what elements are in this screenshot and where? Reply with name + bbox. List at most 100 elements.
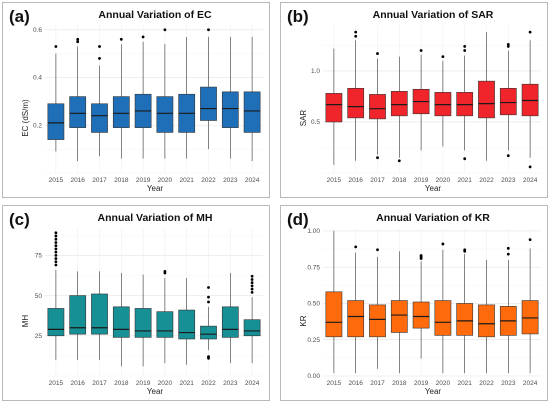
- outlier-point: [463, 45, 467, 48]
- outlier-point: [54, 257, 58, 260]
- outlier-point: [54, 253, 58, 257]
- outlier-point: [54, 241, 58, 244]
- box: [521, 300, 539, 335]
- box: [347, 87, 365, 119]
- panel-letter: (c): [9, 210, 30, 229]
- box: [69, 295, 87, 335]
- x-tick-label: 2024: [245, 380, 260, 387]
- x-tick-label: 2021: [457, 380, 472, 387]
- outlier-point: [354, 30, 358, 34]
- box: [112, 306, 130, 338]
- chart-title: Annual Variation of SAR: [373, 9, 494, 21]
- y-tick-label: 50: [35, 293, 43, 300]
- box: [47, 103, 65, 140]
- box: [47, 308, 65, 337]
- outlier-point: [354, 34, 358, 38]
- x-tick-label: 2022: [201, 380, 216, 387]
- y-tick-label: 0.75: [307, 264, 320, 271]
- outlier-point: [250, 284, 254, 288]
- box: [325, 291, 343, 338]
- x-tick-label: 2023: [223, 380, 238, 387]
- x-tick-label: 2018: [392, 177, 407, 184]
- x-tick-label: 2021: [179, 380, 194, 387]
- outlier-point: [376, 248, 379, 252]
- panel-letter: (b): [287, 7, 309, 26]
- chart-title: Annual Variation of MH: [98, 212, 213, 224]
- box: [156, 311, 174, 338]
- outlier-point: [54, 244, 58, 248]
- outlier-point: [207, 286, 210, 289]
- outlier-point: [207, 300, 210, 304]
- x-tick-label: 2018: [392, 380, 407, 387]
- y-tick-label: 0.6: [33, 27, 42, 34]
- box: [478, 304, 495, 338]
- outlier-point: [528, 165, 532, 169]
- box: [200, 325, 217, 340]
- y-tick-label: 0.2: [33, 122, 42, 129]
- box: [325, 93, 343, 123]
- outlier-point: [506, 42, 510, 46]
- plot-area: 25 50 75 2015 2016 2017 2018 2019 2020 2021 2022 20…: [35, 228, 263, 387]
- panel-ec: (a) Annual Variation of EC EC (dS/m) Yea…: [2, 2, 270, 198]
- x-tick-label: 2020: [158, 380, 173, 387]
- panel-sar: (b) Annual Variation of SAR SAR Year 0.5…: [280, 2, 548, 198]
- outlier-point: [463, 49, 467, 52]
- panel-kr: (d) Annual Variation of KR KR Year 0.00 0…: [280, 205, 548, 401]
- x-tick-label: 2016: [348, 177, 363, 184]
- y-tick-label: 0.25: [307, 337, 320, 344]
- box: [347, 300, 365, 338]
- x-tick-label: 2017: [92, 177, 107, 184]
- box: [134, 308, 152, 338]
- y-tick-label: 75: [35, 253, 43, 260]
- outlier-point: [354, 245, 358, 249]
- box: [390, 300, 408, 333]
- outlier-point: [419, 49, 423, 52]
- x-tick-label: 2023: [501, 177, 516, 184]
- outlier-point: [54, 263, 58, 267]
- y-tick-label: 25: [35, 333, 43, 340]
- x-tick-label: 2024: [523, 380, 538, 387]
- mh-boxplot-chart: (c) Annual Variation of MH MH Year 25 50 7…: [9, 210, 263, 396]
- x-axis-label: Year: [147, 387, 164, 396]
- outlier-point: [506, 252, 510, 256]
- x-tick-label: 2020: [436, 380, 451, 387]
- x-tick-label: 2024: [245, 177, 260, 184]
- y-tick-label: 0.4: [33, 75, 42, 82]
- y-tick-label: 0.00: [307, 373, 320, 380]
- chart-title: Annual Variation of EC: [98, 9, 212, 21]
- box: [390, 91, 408, 117]
- outlier-point: [463, 157, 467, 161]
- outlier-point: [54, 247, 58, 251]
- panel-mh: (c) Annual Variation of MH MH Year 25 50 7…: [2, 205, 270, 401]
- y-axis-label: EC (dS/m): [21, 99, 30, 137]
- box: [369, 94, 386, 120]
- x-tick-label: 2019: [414, 177, 429, 184]
- box: [412, 301, 430, 329]
- outlier-point: [54, 237, 58, 241]
- outlier-point: [207, 28, 210, 32]
- x-tick-label: 2017: [370, 177, 385, 184]
- x-axis-label: Year: [147, 184, 164, 193]
- box: [178, 309, 196, 340]
- x-tick-label: 2022: [201, 177, 216, 184]
- x-tick-label: 2017: [370, 380, 385, 387]
- outlier-point: [163, 270, 167, 273]
- box: [456, 303, 474, 336]
- x-tick-label: 2016: [348, 380, 363, 387]
- box: [243, 91, 261, 133]
- outlier-point: [163, 28, 167, 32]
- box: [243, 319, 261, 337]
- x-tick-label: 2016: [70, 177, 85, 184]
- x-tick-label: 2019: [414, 380, 429, 387]
- outlier-point: [119, 37, 123, 41]
- x-axis-label: Year: [425, 184, 442, 193]
- box: [434, 300, 452, 336]
- outlier-point: [207, 355, 210, 359]
- box: [478, 80, 495, 119]
- panel-letter: (a): [9, 7, 30, 26]
- outlier-point: [250, 274, 254, 278]
- y-tick-label: 1.00: [307, 228, 320, 235]
- outlier-point: [506, 246, 510, 250]
- ec-boxplot-chart: (a) Annual Variation of EC EC (dS/m) Yea…: [9, 7, 263, 193]
